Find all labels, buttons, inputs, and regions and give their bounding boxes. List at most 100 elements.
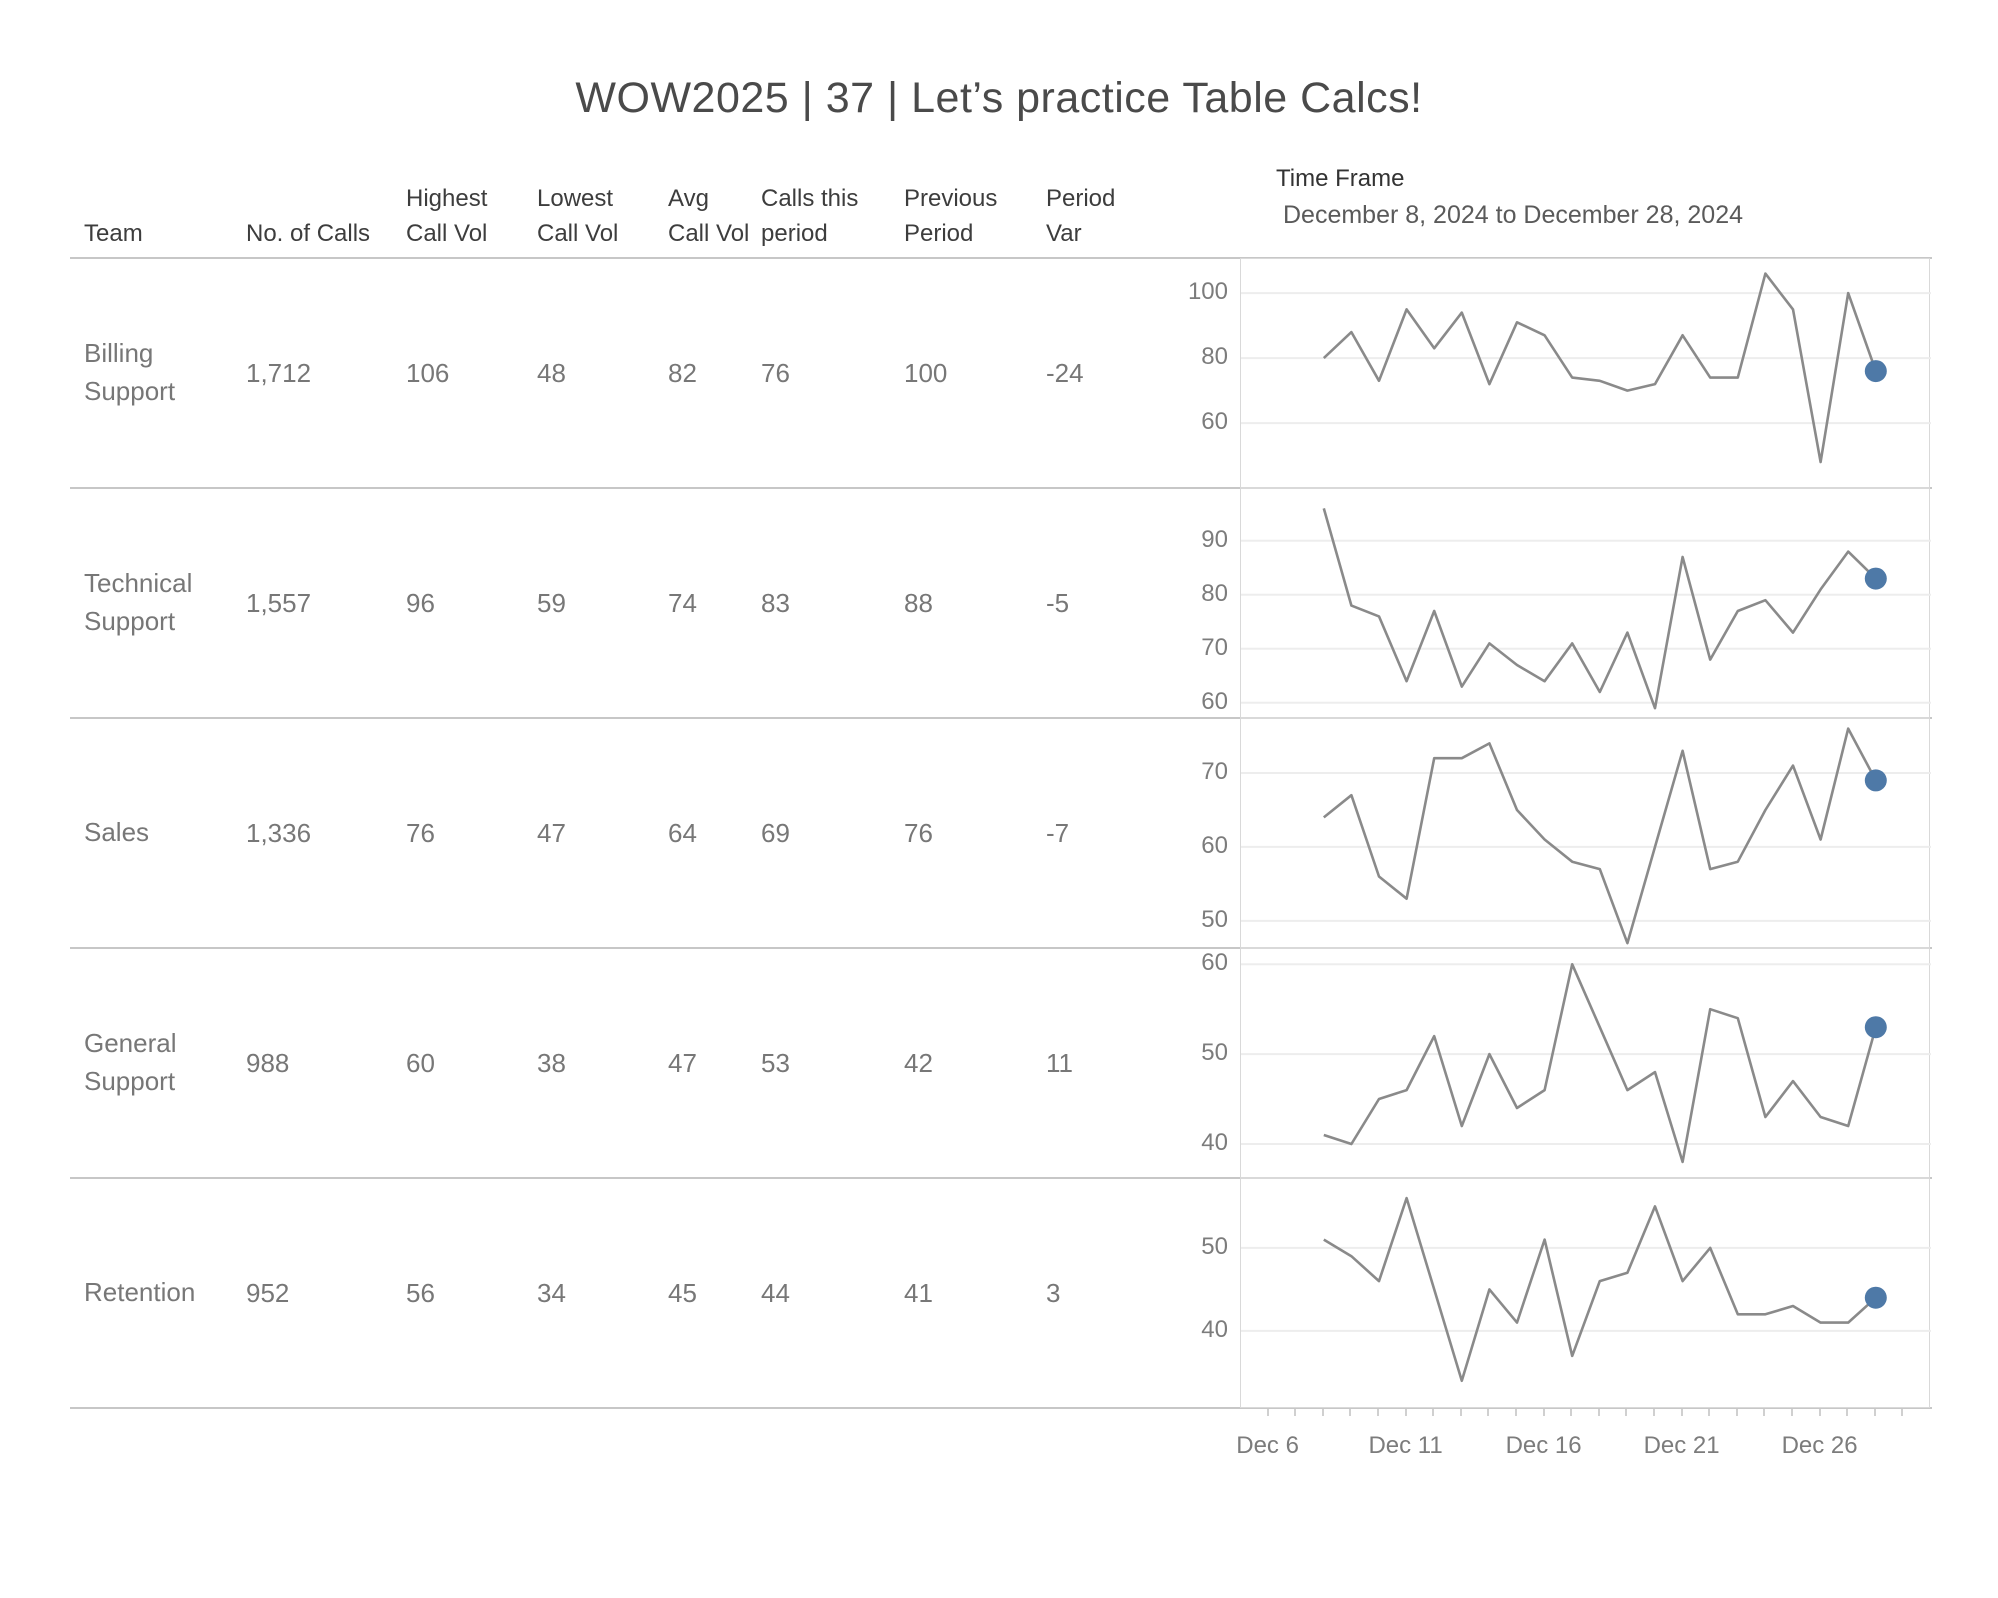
y-axis-tick-label: 50 (1201, 1232, 1228, 1260)
cell-avg: 74 (668, 587, 697, 618)
cell-lowest: 59 (537, 587, 566, 618)
column-header-highest-call-vol: Highest Call Vol (406, 185, 488, 248)
cell-calls-this-period: 44 (761, 1277, 790, 1308)
x-axis-tick-label: Dec 26 (1781, 1432, 1858, 1459)
cell-lowest: 47 (537, 817, 566, 848)
x-axis-tick-label: Dec 6 (1236, 1432, 1299, 1459)
x-axis-tick-mark (1404, 1409, 1407, 1416)
column-header-lowest-call-vol: Lowest Call Vol (537, 185, 619, 248)
y-axis-tick-label: 40 (1201, 1128, 1228, 1156)
y-axis-tick-label: 70 (1201, 757, 1228, 785)
column-header-avg-call-vol: Avg Call Vol (668, 185, 750, 248)
y-axis-tick-label: 60 (1201, 687, 1228, 715)
time-frame-range: December 8, 2024 to December 28, 2024 (1283, 201, 1743, 229)
call-volume-line (1322, 272, 1878, 464)
cell-calls-this-period: 83 (761, 587, 790, 618)
cell-calls-this-period: 76 (761, 357, 790, 388)
x-axis-tick-mark (1294, 1409, 1297, 1416)
y-axis-tick-label: 50 (1201, 1039, 1228, 1067)
x-axis-tick-mark (1653, 1409, 1655, 1416)
row-separator (70, 947, 1932, 949)
x-axis-tick-mark (1487, 1409, 1490, 1416)
column-header-previous-period: Previous Period (904, 185, 998, 248)
cell-highest: 56 (406, 1277, 435, 1308)
column-header-team: Team (84, 220, 143, 248)
x-axis-tick-mark (1735, 1409, 1738, 1416)
cell-avg: 82 (668, 357, 697, 388)
cell-previous-period: 88 (904, 587, 933, 618)
row-separator (70, 1407, 1932, 1409)
x-axis-tick-mark (1377, 1409, 1379, 1416)
x-axis-tick-label: Dec 11 (1368, 1432, 1443, 1459)
x-axis-tick-mark (1818, 1409, 1821, 1416)
sparkline-chart-retention[interactable] (1240, 1178, 1931, 1408)
sparkline-chart-billing-support[interactable] (1240, 258, 1931, 488)
cell-highest: 76 (406, 817, 435, 848)
sparkline-chart-general-support[interactable] (1240, 948, 1931, 1178)
current-period-dot[interactable] (1864, 567, 1887, 590)
column-header-calls-this-period: Calls this period (761, 185, 859, 248)
y-axis-tick-label: 80 (1201, 343, 1228, 371)
x-axis-tick-mark (1680, 1409, 1683, 1416)
call-volume-line (1323, 963, 1878, 1164)
cell-avg: 45 (668, 1277, 697, 1308)
cell-period-var: 3 (1046, 1277, 1061, 1308)
y-axis-tick-label: 60 (1201, 408, 1228, 436)
column-header-no-of-calls: No. of Calls (246, 220, 371, 248)
time-frame-label: Time Frame (1276, 165, 1405, 192)
y-axis-tick-label: 100 (1187, 278, 1228, 306)
x-axis-tick-mark (1515, 1409, 1517, 1416)
team-name: Technical Support (84, 568, 193, 636)
current-period-dot[interactable] (1864, 360, 1887, 383)
cell-highest: 106 (406, 357, 450, 388)
cell-avg: 64 (668, 817, 697, 848)
x-axis-tick-label: Dec 21 (1643, 1432, 1720, 1459)
cell-calls-this-period: 69 (761, 817, 790, 848)
cell-no-of-calls: 952 (246, 1277, 290, 1308)
cell-previous-period: 42 (904, 1047, 933, 1078)
cell-highest: 96 (406, 587, 435, 618)
y-axis-tick-label: 50 (1201, 905, 1228, 933)
x-axis-tick-mark (1266, 1409, 1269, 1416)
row-separator (70, 257, 1932, 259)
cell-no-of-calls: 1,712 (246, 357, 312, 388)
row-separator (70, 487, 1932, 489)
row-separator (70, 717, 1932, 719)
current-period-dot[interactable] (1864, 769, 1887, 792)
y-axis-tick-label: 70 (1201, 633, 1228, 661)
call-volume-line (1322, 508, 1877, 710)
cell-calls-this-period: 53 (761, 1047, 790, 1078)
x-axis-tick-mark (1570, 1409, 1573, 1416)
cell-no-of-calls: 1,336 (246, 817, 312, 848)
cell-lowest: 48 (537, 357, 566, 388)
x-axis-tick-mark (1763, 1409, 1766, 1416)
x-axis-tick-mark (1597, 1409, 1600, 1416)
x-axis-tick-mark (1349, 1409, 1352, 1416)
sparkline-chart-sales[interactable] (1240, 718, 1931, 948)
column-header-period-var: Period Var (1046, 185, 1116, 248)
x-axis-tick-mark (1846, 1409, 1849, 1416)
x-axis-tick-mark (1708, 1409, 1711, 1416)
y-axis-tick-label: 80 (1201, 579, 1228, 607)
current-period-dot[interactable] (1864, 1016, 1887, 1039)
row-separator (70, 1177, 1932, 1179)
cell-period-var: 11 (1046, 1047, 1073, 1078)
x-axis-tick-mark (1321, 1409, 1324, 1416)
y-axis-tick-label: 60 (1201, 949, 1228, 977)
cell-avg: 47 (668, 1047, 697, 1078)
cell-period-var: -5 (1046, 587, 1070, 618)
cell-previous-period: 100 (904, 357, 948, 388)
sparkline-chart-technical-support[interactable] (1240, 488, 1931, 718)
y-axis-tick-label: 60 (1201, 831, 1228, 859)
cell-lowest: 34 (537, 1277, 566, 1308)
current-period-dot[interactable] (1864, 1286, 1887, 1309)
cell-no-of-calls: 988 (246, 1047, 290, 1078)
x-axis-tick-mark (1625, 1409, 1628, 1416)
cell-lowest: 38 (537, 1047, 566, 1078)
y-axis-tick-label: 90 (1201, 525, 1228, 553)
x-axis-tick-mark (1901, 1409, 1904, 1416)
team-name: Retention (84, 1277, 196, 1308)
x-axis-tick-label: Dec 16 (1505, 1432, 1582, 1459)
call-volume-line (1322, 727, 1877, 945)
y-axis-tick-label: 40 (1201, 1315, 1228, 1343)
